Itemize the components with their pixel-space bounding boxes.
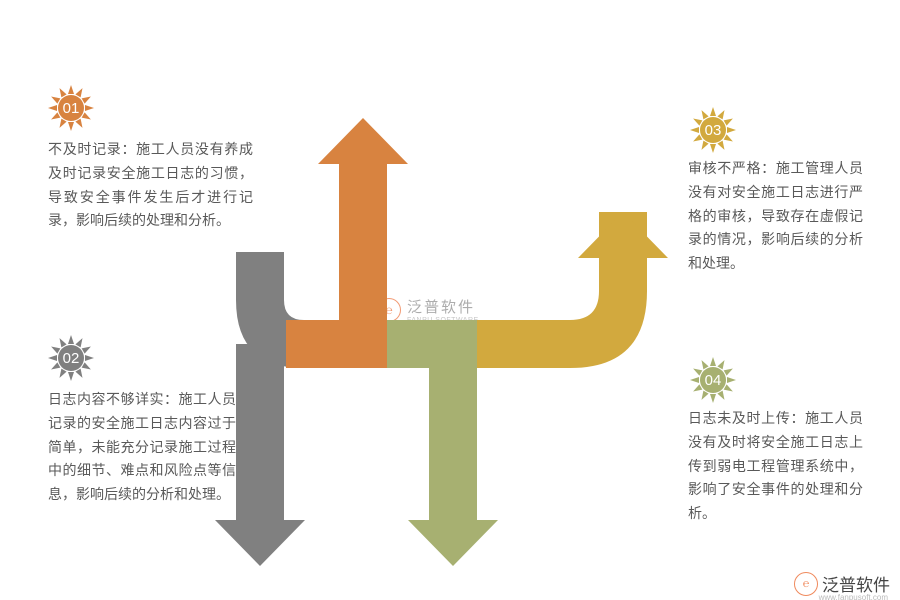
arrow-olive-head	[408, 520, 498, 566]
arrow-diagram	[0, 0, 900, 600]
arrow-orange-head	[318, 118, 408, 164]
arrow-gray-head	[215, 520, 305, 566]
infographic-canvas: 01 02 03 04 不及时记录：施工人员没有养成及时记录安全施工日志的习	[0, 0, 900, 600]
sun-number: 04	[705, 372, 722, 389]
sun-number: 03	[705, 122, 722, 139]
sun-number: 02	[63, 350, 80, 367]
sun-number: 01	[63, 100, 80, 117]
arrow-gold-head	[578, 212, 668, 258]
arrow-olive-shaft2	[429, 344, 477, 520]
